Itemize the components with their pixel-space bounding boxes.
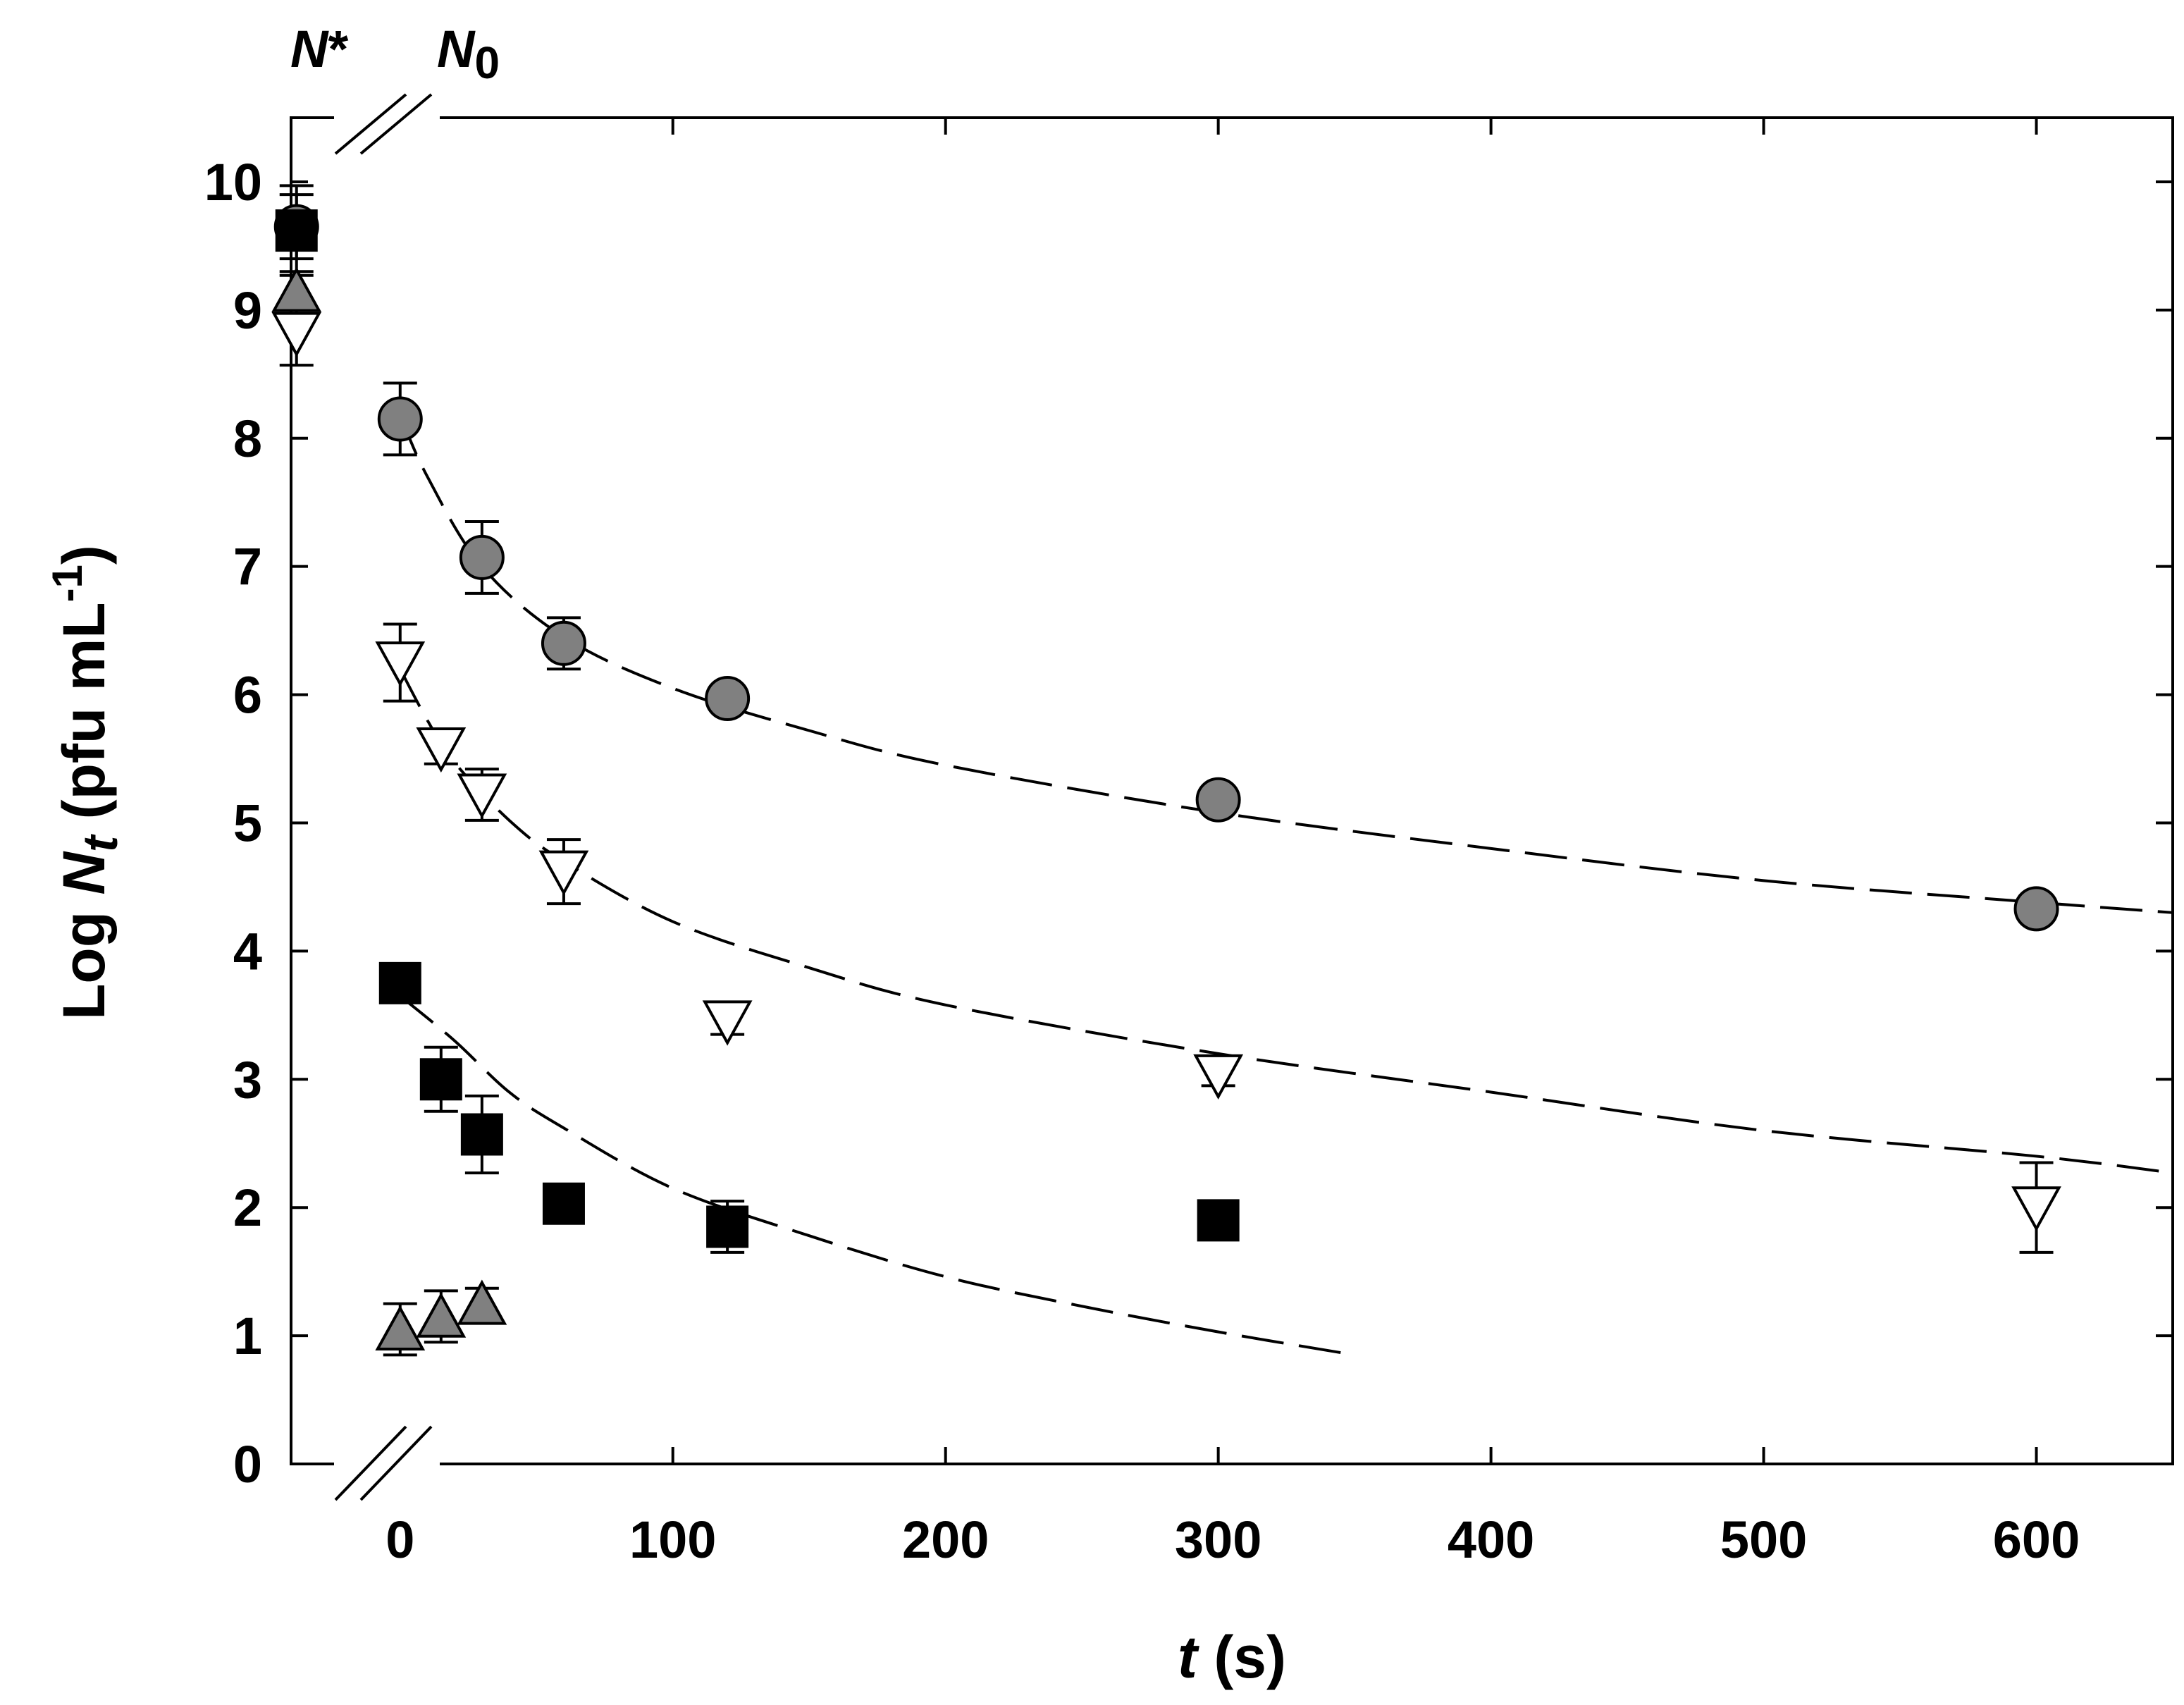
tick-labels: 0 100 200 300 400 500 600 0 1 2 3 4 5 6 7 8 9 10 xyxy=(204,153,2080,1569)
marker-s1-nstar xyxy=(271,312,322,357)
marker-s0-p2 xyxy=(541,620,586,666)
n-star-label: N* xyxy=(290,20,348,78)
marker-s2-p2 xyxy=(460,1113,503,1156)
break-slash-bottom-1 xyxy=(334,1425,407,1501)
axis-ticks xyxy=(291,118,2173,1465)
marker-s1-p1 xyxy=(416,727,467,773)
fit-curve-2 xyxy=(399,995,1355,1357)
x-tick-label-500: 500 xyxy=(1720,1510,1807,1569)
y-tick-label-0: 0 xyxy=(233,1435,262,1494)
error-bars xyxy=(279,184,2054,1357)
marker-s1-p6 xyxy=(2011,1186,2061,1232)
x-tick-label-600: 600 xyxy=(1993,1510,2080,1569)
y-tick-label-8: 8 xyxy=(233,410,262,468)
marker-s1-p2 xyxy=(457,773,507,819)
n-zero-label: N0 xyxy=(437,20,500,88)
x-axis-title: t (s) xyxy=(1178,1624,1286,1690)
fit-curves xyxy=(398,414,2173,1357)
break-slash-top-1 xyxy=(334,93,407,155)
marker-s1-p4 xyxy=(702,1000,753,1046)
marker-s2-nstar xyxy=(275,209,318,252)
marker-s3-nstar xyxy=(271,266,322,312)
break-slash-bottom-2 xyxy=(359,1425,433,1501)
marker-s0-p5 xyxy=(2013,886,2059,932)
x-tick-label-400: 400 xyxy=(1448,1510,1534,1569)
marker-s2-p1 xyxy=(419,1058,462,1101)
y-tick-label-7: 7 xyxy=(233,538,262,596)
marker-s1-p5 xyxy=(1193,1054,1244,1100)
x-tick-label-100: 100 xyxy=(629,1510,716,1569)
data-markers xyxy=(271,204,2061,1350)
fit-curve-0 xyxy=(398,414,2173,914)
marker-s2-p3 xyxy=(542,1182,585,1225)
y-axis-title: Log Nt (pfu mL-1) xyxy=(44,545,128,1020)
x-tick-label-300: 300 xyxy=(1175,1510,1261,1569)
marker-s2-p0 xyxy=(378,961,421,1004)
marker-s2-p5 xyxy=(1197,1199,1240,1242)
marker-s1-p0 xyxy=(375,641,426,687)
axis-break xyxy=(334,93,440,1501)
marker-s0-p3 xyxy=(705,676,751,722)
y-tick-label-2: 2 xyxy=(233,1178,262,1237)
marker-s2-p4 xyxy=(706,1205,749,1248)
y-tick-label-3: 3 xyxy=(233,1050,262,1109)
y-tick-label-10: 10 xyxy=(204,153,262,211)
marker-s3-p1 xyxy=(416,1292,467,1338)
y-tick-label-9: 9 xyxy=(233,281,262,340)
marker-s0-p1 xyxy=(459,534,505,580)
fit-curve-1 xyxy=(399,668,2173,1175)
x-tick-label-0: 0 xyxy=(385,1510,414,1569)
break-slash-top-2 xyxy=(359,93,433,155)
y-tick-label-6: 6 xyxy=(233,666,262,725)
y-tick-label-1: 1 xyxy=(233,1307,262,1365)
marker-s3-p2 xyxy=(457,1279,507,1325)
y-tick-label-5: 5 xyxy=(233,794,262,852)
x-tick-label-200: 200 xyxy=(902,1510,989,1569)
marker-s0-p0 xyxy=(377,396,423,442)
y-tick-label-4: 4 xyxy=(233,922,262,980)
marker-s3-p0 xyxy=(375,1305,426,1350)
marker-s0-p4 xyxy=(1195,777,1241,823)
plot-frame xyxy=(290,116,2174,1465)
marker-s1-p3 xyxy=(538,850,589,896)
